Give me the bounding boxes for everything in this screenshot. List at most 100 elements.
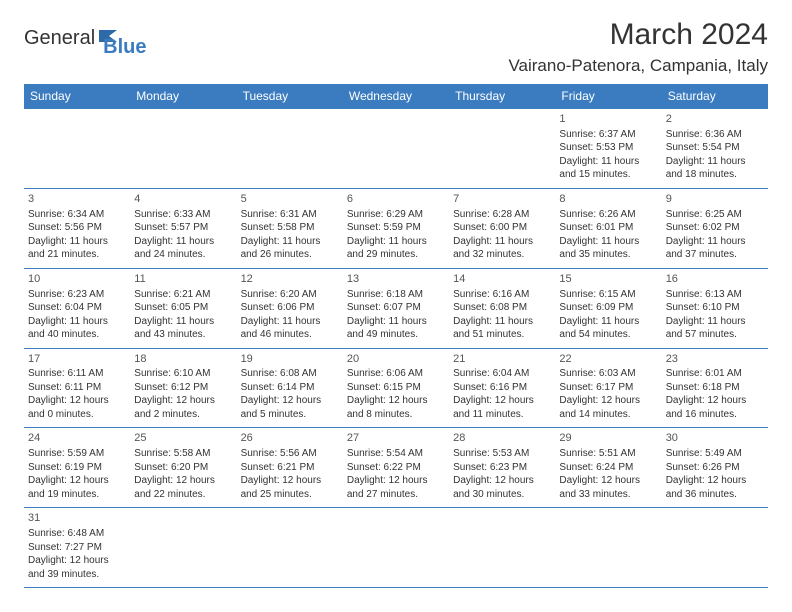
sunset-text: Sunset: 6:15 PM: [347, 381, 445, 395]
sunrise-text: Sunrise: 6:48 AM: [28, 527, 126, 541]
sunrise-text: Sunrise: 5:56 AM: [241, 447, 339, 461]
day-cell: 30Sunrise: 5:49 AMSunset: 6:26 PMDayligh…: [662, 428, 768, 508]
sunset-text: Sunset: 5:53 PM: [559, 141, 657, 155]
daylight-text: and 29 minutes.: [347, 248, 445, 262]
sunset-text: Sunset: 5:56 PM: [28, 221, 126, 235]
sunrise-text: Sunrise: 5:54 AM: [347, 447, 445, 461]
day-cell: 3Sunrise: 6:34 AMSunset: 5:56 PMDaylight…: [24, 188, 130, 268]
daylight-text: and 43 minutes.: [134, 328, 232, 342]
day-cell: 28Sunrise: 5:53 AMSunset: 6:23 PMDayligh…: [449, 428, 555, 508]
daylight-text: Daylight: 11 hours: [28, 235, 126, 249]
day-number: 25: [134, 431, 232, 446]
sunrise-text: Sunrise: 5:49 AM: [666, 447, 764, 461]
week-row: 1Sunrise: 6:37 AMSunset: 5:53 PMDaylight…: [24, 109, 768, 189]
sunrise-text: Sunrise: 6:21 AM: [134, 288, 232, 302]
location-text: Vairano-Patenora, Campania, Italy: [508, 56, 768, 76]
empty-cell: [343, 508, 449, 588]
daylight-text: and 2 minutes.: [134, 408, 232, 422]
sunrise-text: Sunrise: 6:37 AM: [559, 128, 657, 142]
sunrise-text: Sunrise: 5:51 AM: [559, 447, 657, 461]
week-row: 24Sunrise: 5:59 AMSunset: 6:19 PMDayligh…: [24, 428, 768, 508]
sunset-text: Sunset: 6:17 PM: [559, 381, 657, 395]
day-cell: 18Sunrise: 6:10 AMSunset: 6:12 PMDayligh…: [130, 348, 236, 428]
day-cell: 31Sunrise: 6:48 AMSunset: 7:27 PMDayligh…: [24, 508, 130, 588]
daylight-text: and 54 minutes.: [559, 328, 657, 342]
day-cell: 7Sunrise: 6:28 AMSunset: 6:00 PMDaylight…: [449, 188, 555, 268]
sunrise-text: Sunrise: 6:13 AM: [666, 288, 764, 302]
daylight-text: and 26 minutes.: [241, 248, 339, 262]
daylight-text: Daylight: 12 hours: [28, 554, 126, 568]
sunset-text: Sunset: 6:12 PM: [134, 381, 232, 395]
day-number: 4: [134, 192, 232, 207]
sunset-text: Sunset: 6:09 PM: [559, 301, 657, 315]
daylight-text: Daylight: 11 hours: [134, 315, 232, 329]
sunset-text: Sunset: 6:08 PM: [453, 301, 551, 315]
daylight-text: Daylight: 11 hours: [28, 315, 126, 329]
sunset-text: Sunset: 6:11 PM: [28, 381, 126, 395]
day-number: 12: [241, 272, 339, 287]
sunrise-text: Sunrise: 6:26 AM: [559, 208, 657, 222]
day-header: Sunday: [24, 84, 130, 109]
brand-text-2: Blue: [103, 36, 146, 58]
empty-cell: [662, 508, 768, 588]
day-cell: 15Sunrise: 6:15 AMSunset: 6:09 PMDayligh…: [555, 268, 661, 348]
daylight-text: and 25 minutes.: [241, 488, 339, 502]
day-cell: 24Sunrise: 5:59 AMSunset: 6:19 PMDayligh…: [24, 428, 130, 508]
week-row: 10Sunrise: 6:23 AMSunset: 6:04 PMDayligh…: [24, 268, 768, 348]
day-number: 13: [347, 272, 445, 287]
day-header: Wednesday: [343, 84, 449, 109]
day-cell: 19Sunrise: 6:08 AMSunset: 6:14 PMDayligh…: [237, 348, 343, 428]
sunrise-text: Sunrise: 5:53 AM: [453, 447, 551, 461]
day-number: 9: [666, 192, 764, 207]
sunrise-text: Sunrise: 6:08 AM: [241, 367, 339, 381]
daylight-text: Daylight: 12 hours: [241, 394, 339, 408]
daylight-text: Daylight: 12 hours: [28, 394, 126, 408]
empty-cell: [237, 109, 343, 189]
sunrise-text: Sunrise: 5:59 AM: [28, 447, 126, 461]
daylight-text: Daylight: 11 hours: [559, 235, 657, 249]
daylight-text: Daylight: 12 hours: [453, 394, 551, 408]
day-cell: 26Sunrise: 5:56 AMSunset: 6:21 PMDayligh…: [237, 428, 343, 508]
day-number: 8: [559, 192, 657, 207]
daylight-text: and 18 minutes.: [666, 168, 764, 182]
day-number: 7: [453, 192, 551, 207]
daylight-text: and 19 minutes.: [28, 488, 126, 502]
daylight-text: and 57 minutes.: [666, 328, 764, 342]
daylight-text: Daylight: 12 hours: [347, 474, 445, 488]
daylight-text: and 24 minutes.: [134, 248, 232, 262]
month-title: March 2024: [508, 18, 768, 52]
sunrise-text: Sunrise: 6:16 AM: [453, 288, 551, 302]
sunset-text: Sunset: 5:58 PM: [241, 221, 339, 235]
day-cell: 21Sunrise: 6:04 AMSunset: 6:16 PMDayligh…: [449, 348, 555, 428]
sunset-text: Sunset: 6:26 PM: [666, 461, 764, 475]
day-number: 23: [666, 352, 764, 367]
daylight-text: Daylight: 11 hours: [134, 235, 232, 249]
week-row: 3Sunrise: 6:34 AMSunset: 5:56 PMDaylight…: [24, 188, 768, 268]
week-row: 17Sunrise: 6:11 AMSunset: 6:11 PMDayligh…: [24, 348, 768, 428]
sunrise-text: Sunrise: 6:11 AM: [28, 367, 126, 381]
day-cell: 6Sunrise: 6:29 AMSunset: 5:59 PMDaylight…: [343, 188, 449, 268]
daylight-text: Daylight: 12 hours: [134, 394, 232, 408]
sunset-text: Sunset: 6:24 PM: [559, 461, 657, 475]
sunrise-text: Sunrise: 6:33 AM: [134, 208, 232, 222]
sunset-text: Sunset: 5:57 PM: [134, 221, 232, 235]
day-number: 15: [559, 272, 657, 287]
daylight-text: and 21 minutes.: [28, 248, 126, 262]
sunset-text: Sunset: 6:00 PM: [453, 221, 551, 235]
week-row: 31Sunrise: 6:48 AMSunset: 7:27 PMDayligh…: [24, 508, 768, 588]
empty-cell: [237, 508, 343, 588]
day-number: 14: [453, 272, 551, 287]
sunset-text: Sunset: 6:21 PM: [241, 461, 339, 475]
day-number: 28: [453, 431, 551, 446]
daylight-text: Daylight: 11 hours: [241, 235, 339, 249]
day-number: 24: [28, 431, 126, 446]
day-cell: 27Sunrise: 5:54 AMSunset: 6:22 PMDayligh…: [343, 428, 449, 508]
daylight-text: and 30 minutes.: [453, 488, 551, 502]
daylight-text: and 49 minutes.: [347, 328, 445, 342]
day-number: 21: [453, 352, 551, 367]
daylight-text: and 32 minutes.: [453, 248, 551, 262]
sunrise-text: Sunrise: 6:36 AM: [666, 128, 764, 142]
day-cell: 22Sunrise: 6:03 AMSunset: 6:17 PMDayligh…: [555, 348, 661, 428]
empty-cell: [130, 508, 236, 588]
daylight-text: Daylight: 12 hours: [347, 394, 445, 408]
